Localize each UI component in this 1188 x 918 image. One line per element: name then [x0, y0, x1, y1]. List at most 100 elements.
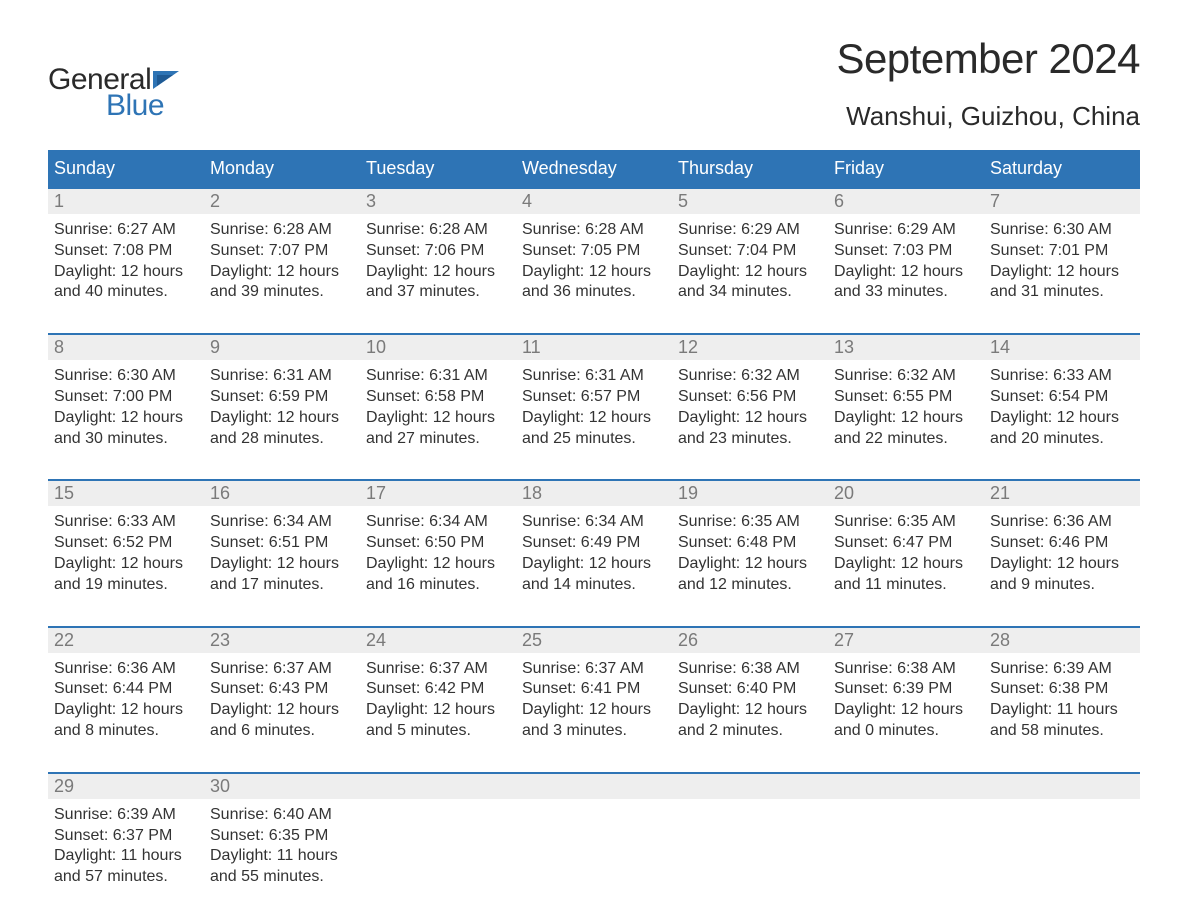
daylight-line: Daylight: 12 hours and 14 minutes.	[522, 554, 666, 596]
sunset-line: Sunset: 6:52 PM	[54, 533, 198, 554]
daylight-line: Daylight: 12 hours and 16 minutes.	[366, 554, 510, 596]
sunset-line: Sunset: 7:01 PM	[990, 241, 1134, 262]
sunset-line: Sunset: 7:04 PM	[678, 241, 822, 262]
sunrise-line: Sunrise: 6:39 AM	[54, 805, 198, 826]
day-number: 6	[828, 189, 984, 214]
day-body: Sunrise: 6:36 AMSunset: 6:46 PMDaylight:…	[984, 506, 1140, 597]
page-subtitle: Wanshui, Guizhou, China	[836, 101, 1140, 132]
day-body: Sunrise: 6:38 AMSunset: 6:39 PMDaylight:…	[828, 653, 984, 744]
daylight-line: Daylight: 12 hours and 12 minutes.	[678, 554, 822, 596]
day-cell: 28Sunrise: 6:39 AMSunset: 6:38 PMDayligh…	[984, 628, 1140, 744]
day-cell: 2Sunrise: 6:28 AMSunset: 7:07 PMDaylight…	[204, 189, 360, 305]
calendar: SundayMondayTuesdayWednesdayThursdayFrid…	[48, 150, 1140, 890]
sunset-line: Sunset: 6:50 PM	[366, 533, 510, 554]
logo-text-blue: Blue	[106, 89, 179, 123]
sunset-line: Sunset: 6:54 PM	[990, 387, 1134, 408]
sunrise-line: Sunrise: 6:30 AM	[54, 366, 198, 387]
page-title: September 2024	[836, 35, 1140, 83]
day-number: 13	[828, 335, 984, 360]
sunset-line: Sunset: 6:44 PM	[54, 679, 198, 700]
sunrise-line: Sunrise: 6:37 AM	[366, 659, 510, 680]
daylight-line: Daylight: 12 hours and 25 minutes.	[522, 408, 666, 450]
daylight-line: Daylight: 11 hours and 58 minutes.	[990, 700, 1134, 742]
sunset-line: Sunset: 6:56 PM	[678, 387, 822, 408]
daylight-line: Daylight: 12 hours and 31 minutes.	[990, 262, 1134, 304]
sunrise-line: Sunrise: 6:38 AM	[678, 659, 822, 680]
day-cell: 3Sunrise: 6:28 AMSunset: 7:06 PMDaylight…	[360, 189, 516, 305]
sunrise-line: Sunrise: 6:33 AM	[54, 512, 198, 533]
sunrise-line: Sunrise: 6:29 AM	[678, 220, 822, 241]
logo-flag-icon	[153, 71, 179, 91]
day-number: 24	[360, 628, 516, 653]
weekday-header: Friday	[828, 150, 984, 187]
sunrise-line: Sunrise: 6:34 AM	[366, 512, 510, 533]
day-number: 29	[48, 774, 204, 799]
weekday-header: Thursday	[672, 150, 828, 187]
day-cell: 20Sunrise: 6:35 AMSunset: 6:47 PMDayligh…	[828, 481, 984, 597]
day-body: Sunrise: 6:32 AMSunset: 6:56 PMDaylight:…	[672, 360, 828, 451]
day-cell: 24 Sunrise: 6:37 AMSunset: 6:42 PMDayligh…	[360, 628, 516, 744]
day-number: 27	[828, 628, 984, 653]
sunrise-line: Sunrise: 6:31 AM	[366, 366, 510, 387]
day-number: 23	[204, 628, 360, 653]
daylight-line: Daylight: 11 hours and 57 minutes.	[54, 846, 198, 888]
day-body: Sunrise: 6:34 AMSunset: 6:51 PMDaylight:…	[204, 506, 360, 597]
day-body: Sunrise: 6:31 AMSunset: 6:59 PMDaylight:…	[204, 360, 360, 451]
daylight-line: Daylight: 12 hours and 28 minutes.	[210, 408, 354, 450]
daylight-line: Daylight: 12 hours and 33 minutes.	[834, 262, 978, 304]
title-block: September 2024 Wanshui, Guizhou, China	[836, 35, 1140, 132]
day-number: 19	[672, 481, 828, 506]
day-body: Sunrise: 6:30 AMSunset: 7:01 PMDaylight:…	[984, 214, 1140, 305]
day-number	[672, 774, 828, 799]
day-body: Sunrise: 6:39 AMSunset: 6:37 PMDaylight:…	[48, 799, 204, 890]
sunset-line: Sunset: 6:57 PM	[522, 387, 666, 408]
daylight-line: Daylight: 12 hours and 40 minutes.	[54, 262, 198, 304]
sunset-line: Sunset: 6:37 PM	[54, 826, 198, 847]
day-number: 11	[516, 335, 672, 360]
day-cell: 13Sunrise: 6:32 AMSunset: 6:55 PMDayligh…	[828, 335, 984, 451]
day-number: 18	[516, 481, 672, 506]
weekday-header: Monday	[204, 150, 360, 187]
day-number	[984, 774, 1140, 799]
sunrise-line: Sunrise: 6:40 AM	[210, 805, 354, 826]
daylight-line: Daylight: 12 hours and 30 minutes.	[54, 408, 198, 450]
sunset-line: Sunset: 6:40 PM	[678, 679, 822, 700]
weekday-header-row: SundayMondayTuesdayWednesdayThursdayFrid…	[48, 150, 1140, 187]
day-number: 16	[204, 481, 360, 506]
day-body: Sunrise: 6:28 AMSunset: 7:07 PMDaylight:…	[204, 214, 360, 305]
sunset-line: Sunset: 6:41 PM	[522, 679, 666, 700]
day-number: 26	[672, 628, 828, 653]
day-number: 22	[48, 628, 204, 653]
day-body: Sunrise: 6:38 AMSunset: 6:40 PMDaylight:…	[672, 653, 828, 744]
daylight-line: Daylight: 12 hours and 39 minutes.	[210, 262, 354, 304]
day-number	[828, 774, 984, 799]
sunset-line: Sunset: 6:58 PM	[366, 387, 510, 408]
sunrise-line: Sunrise: 6:37 AM	[210, 659, 354, 680]
day-cell: 22Sunrise: 6:36 AMSunset: 6:44 PMDayligh…	[48, 628, 204, 744]
sunrise-line: Sunrise: 6:30 AM	[990, 220, 1134, 241]
day-number: 10	[360, 335, 516, 360]
day-body: Sunrise: 6:35 AMSunset: 6:48 PMDaylight:…	[672, 506, 828, 597]
day-body: Sunrise: 6:34 AMSunset: 6:49 PMDaylight:…	[516, 506, 672, 597]
sunset-line: Sunset: 7:07 PM	[210, 241, 354, 262]
day-cell	[360, 774, 516, 890]
sunrise-line: Sunrise: 6:29 AM	[834, 220, 978, 241]
day-cell: 18Sunrise: 6:34 AMSunset: 6:49 PMDayligh…	[516, 481, 672, 597]
daylight-line: Daylight: 12 hours and 5 minutes.	[366, 700, 510, 742]
sunset-line: Sunset: 6:46 PM	[990, 533, 1134, 554]
day-number: 14	[984, 335, 1140, 360]
sunset-line: Sunset: 6:48 PM	[678, 533, 822, 554]
day-number: 17	[360, 481, 516, 506]
day-number: 25	[516, 628, 672, 653]
daylight-line: Daylight: 12 hours and 0 minutes.	[834, 700, 978, 742]
sunrise-line: Sunrise: 6:28 AM	[210, 220, 354, 241]
day-number: 1	[48, 189, 204, 214]
sunset-line: Sunset: 6:55 PM	[834, 387, 978, 408]
week-row: 1Sunrise: 6:27 AMSunset: 7:08 PMDaylight…	[48, 187, 1140, 305]
sunrise-line: Sunrise: 6:31 AM	[210, 366, 354, 387]
sunset-line: Sunset: 6:42 PM	[366, 679, 510, 700]
day-body: Sunrise: 6:34 AMSunset: 6:50 PMDaylight:…	[360, 506, 516, 597]
daylight-line: Daylight: 12 hours and 27 minutes.	[366, 408, 510, 450]
daylight-line: Daylight: 12 hours and 22 minutes.	[834, 408, 978, 450]
day-cell: 1Sunrise: 6:27 AMSunset: 7:08 PMDaylight…	[48, 189, 204, 305]
